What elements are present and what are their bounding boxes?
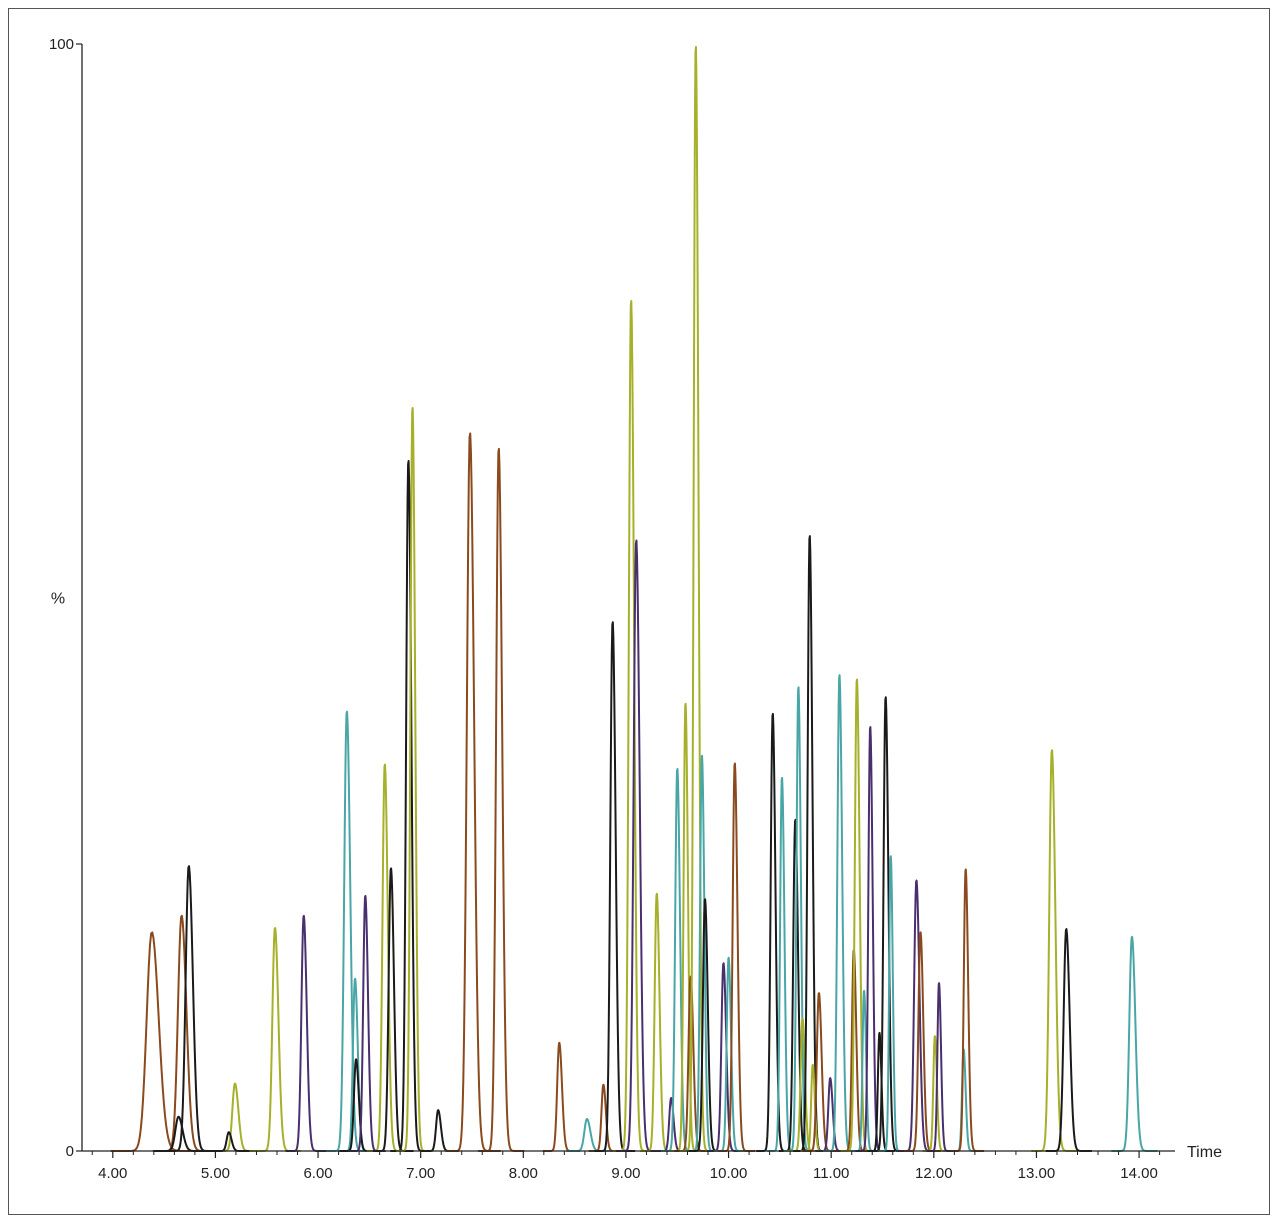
peak-trace-purple	[814, 1077, 850, 1152]
x-axis-title: Time	[1187, 1144, 1222, 1161]
peak-trace-olive	[213, 1082, 261, 1152]
y-tick-label: 0	[66, 1143, 74, 1160]
peak-trace-teal	[325, 710, 373, 1152]
axes: 4.00 5.00 6.00 7.00 8.00 9.00 10.00 11.00 12.00 1…	[49, 36, 1222, 1182]
chart-frame	[8, 8, 1270, 1215]
peak-trace-brown	[717, 762, 756, 1152]
peak-trace-brown	[477, 447, 525, 1152]
x-tick-label: 12.00	[915, 1165, 953, 1182]
x-tick-label: 8.00	[509, 1165, 538, 1182]
peak-trace-black	[421, 1109, 460, 1152]
peak-trace-brown	[445, 432, 502, 1152]
x-tick-label: 4.00	[98, 1165, 127, 1182]
x-tick-label: 13.00	[1018, 1165, 1056, 1182]
y-tick-label: 100	[49, 36, 74, 53]
peak-trace-brown	[542, 1041, 581, 1152]
peak-traces	[110, 46, 1158, 1152]
peak-trace-black	[163, 865, 220, 1152]
peak-trace-purple	[615, 539, 663, 1152]
x-tick-label: 6.00	[303, 1165, 332, 1182]
peak-trace-teal	[1110, 935, 1158, 1152]
peak-trace-brown	[950, 868, 985, 1152]
x-tick-label: 14.00	[1120, 1165, 1158, 1182]
x-ticks: 4.00 5.00 6.00 7.00 8.00 9.00 10.00 11.00 12.00 1…	[91, 1151, 1161, 1182]
x-tick-label: 7.00	[406, 1165, 435, 1182]
peak-trace-olive	[678, 46, 717, 1152]
peak-trace-purple	[925, 982, 955, 1152]
peak-trace-teal	[950, 1048, 980, 1152]
peak-trace-olive	[253, 927, 302, 1152]
peak-trace-black	[1045, 928, 1093, 1152]
peak-trace-olive	[639, 892, 678, 1152]
y-ticks: 0 100	[49, 36, 82, 1160]
peak-trace-brown	[110, 931, 204, 1152]
x-tick-label: 9.00	[611, 1165, 640, 1182]
peak-trace-brown	[587, 1083, 623, 1152]
y-axis-title: %	[51, 591, 65, 608]
peak-trace-purple	[285, 914, 327, 1152]
x-tick-label: 11.00	[813, 1165, 849, 1182]
peak-trace-black	[755, 712, 794, 1152]
x-tick-label: 5.00	[201, 1165, 230, 1182]
x-tick-label: 10.00	[710, 1165, 748, 1182]
peak-trace-olive	[1030, 749, 1078, 1152]
